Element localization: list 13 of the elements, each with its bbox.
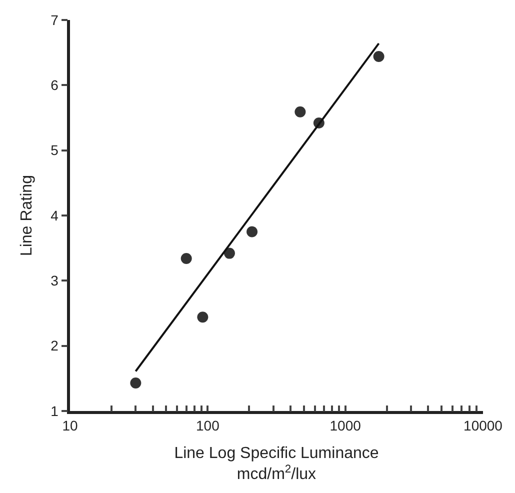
y-tick-label: 1 [50,402,59,419]
x-tick-label: 1000 [330,418,362,434]
y-axis-title: Line Rating [18,175,36,256]
y-tick-label: 7 [50,12,59,28]
y-tick-label: 3 [50,272,59,289]
y-tick-label: 5 [50,142,59,158]
y-tick-label: 2 [50,338,59,354]
y-tick-label: 6 [50,77,59,94]
x-tick-label: 10000 [464,418,503,434]
x-tick-label: 100 [196,418,220,434]
x-axis-title: Line Log Specific Luminance mcd/m$^{2}$/lux [174,445,379,484]
x-tick-label: 10 [62,418,78,434]
y-tick-label: 4 [50,207,59,224]
